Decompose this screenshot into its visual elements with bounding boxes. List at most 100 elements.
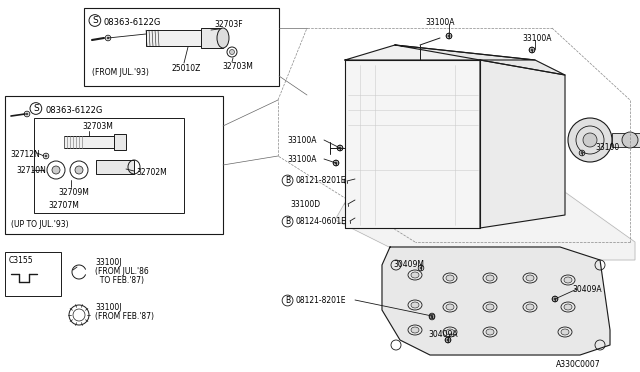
- Bar: [84, 8, 279, 86]
- Circle shape: [448, 35, 450, 37]
- Text: S: S: [92, 16, 98, 25]
- Text: B: B: [285, 217, 290, 226]
- Circle shape: [622, 132, 638, 148]
- Ellipse shape: [561, 329, 569, 335]
- Ellipse shape: [446, 275, 454, 281]
- Ellipse shape: [564, 277, 572, 283]
- Text: S: S: [33, 104, 39, 113]
- Text: 32707M: 32707M: [48, 201, 79, 210]
- Ellipse shape: [411, 302, 419, 308]
- Circle shape: [531, 49, 533, 51]
- Circle shape: [554, 298, 556, 300]
- Circle shape: [346, 170, 390, 214]
- Circle shape: [346, 180, 348, 182]
- Ellipse shape: [486, 275, 494, 281]
- Text: (FROM FEB.'87): (FROM FEB.'87): [95, 312, 154, 321]
- Text: 08124-0601E: 08124-0601E: [295, 217, 346, 226]
- Text: 32710N: 32710N: [16, 166, 46, 175]
- Circle shape: [581, 152, 583, 154]
- Text: 32703M: 32703M: [222, 62, 253, 71]
- Bar: [114, 134, 126, 150]
- Text: (FROM JUL.'86: (FROM JUL.'86: [95, 267, 148, 276]
- Text: 32709M: 32709M: [58, 188, 89, 197]
- Circle shape: [386, 124, 434, 172]
- Circle shape: [484, 107, 560, 183]
- Ellipse shape: [526, 275, 534, 281]
- Text: 33100: 33100: [595, 143, 620, 152]
- Ellipse shape: [411, 272, 419, 278]
- Polygon shape: [382, 247, 610, 355]
- Text: 08363-6122G: 08363-6122G: [45, 106, 102, 115]
- Text: 30409A: 30409A: [572, 285, 602, 294]
- Circle shape: [447, 339, 449, 341]
- Polygon shape: [395, 45, 565, 75]
- Circle shape: [335, 162, 337, 164]
- Circle shape: [362, 186, 374, 198]
- Text: (UP TO JUL.'93): (UP TO JUL.'93): [11, 220, 68, 229]
- Ellipse shape: [446, 329, 454, 335]
- Bar: [612, 133, 640, 147]
- Circle shape: [52, 166, 60, 174]
- Text: (FROM JUL.'93): (FROM JUL.'93): [92, 68, 149, 77]
- Circle shape: [75, 166, 83, 174]
- Text: 32712N: 32712N: [10, 150, 40, 159]
- Text: 33100D: 33100D: [290, 200, 320, 209]
- Text: 32703F: 32703F: [214, 20, 243, 29]
- Circle shape: [339, 147, 341, 149]
- Text: 33100A: 33100A: [522, 34, 552, 43]
- Polygon shape: [480, 60, 565, 228]
- Circle shape: [554, 298, 556, 300]
- Circle shape: [339, 147, 341, 149]
- Text: A330C0007: A330C0007: [556, 360, 600, 369]
- Ellipse shape: [446, 304, 454, 310]
- Circle shape: [447, 339, 449, 341]
- Bar: [146, 30, 201, 46]
- Text: 33100J: 33100J: [95, 303, 122, 312]
- Circle shape: [347, 203, 349, 205]
- Ellipse shape: [411, 327, 419, 333]
- Ellipse shape: [230, 49, 234, 55]
- Text: 32703M: 32703M: [82, 122, 113, 131]
- Circle shape: [107, 37, 109, 39]
- Circle shape: [347, 203, 349, 205]
- Circle shape: [405, 143, 415, 153]
- Circle shape: [448, 35, 450, 37]
- Text: B: B: [285, 176, 290, 185]
- Circle shape: [26, 113, 28, 115]
- Text: B: B: [285, 296, 290, 305]
- Text: 30409A: 30409A: [428, 330, 458, 339]
- Text: 33100A: 33100A: [287, 136, 317, 145]
- Circle shape: [335, 162, 337, 164]
- Text: 30409M: 30409M: [393, 260, 424, 269]
- Circle shape: [349, 220, 351, 222]
- Bar: [64, 136, 114, 148]
- Polygon shape: [335, 185, 635, 260]
- Ellipse shape: [526, 304, 534, 310]
- Ellipse shape: [217, 28, 229, 48]
- Text: 08363-6122G: 08363-6122G: [104, 18, 161, 27]
- Text: 33100A: 33100A: [425, 18, 454, 27]
- Ellipse shape: [486, 329, 494, 335]
- Text: 33100A: 33100A: [287, 155, 317, 164]
- Circle shape: [431, 315, 433, 317]
- Ellipse shape: [486, 304, 494, 310]
- Circle shape: [358, 96, 462, 200]
- Circle shape: [431, 316, 433, 318]
- Circle shape: [508, 131, 536, 159]
- Circle shape: [531, 49, 533, 51]
- Bar: [5, 96, 223, 234]
- Circle shape: [420, 267, 422, 269]
- Circle shape: [346, 180, 348, 182]
- Bar: [96, 160, 134, 174]
- Bar: [34, 118, 184, 213]
- Polygon shape: [345, 60, 480, 228]
- Circle shape: [349, 220, 351, 222]
- Bar: [5, 252, 61, 296]
- Circle shape: [45, 155, 47, 157]
- Text: 08121-8201E: 08121-8201E: [295, 176, 346, 185]
- Text: 08121-8201E: 08121-8201E: [295, 296, 346, 305]
- Bar: [201, 28, 223, 48]
- Text: TO FEB.'87): TO FEB.'87): [95, 276, 144, 285]
- Polygon shape: [345, 45, 535, 60]
- Circle shape: [583, 133, 597, 147]
